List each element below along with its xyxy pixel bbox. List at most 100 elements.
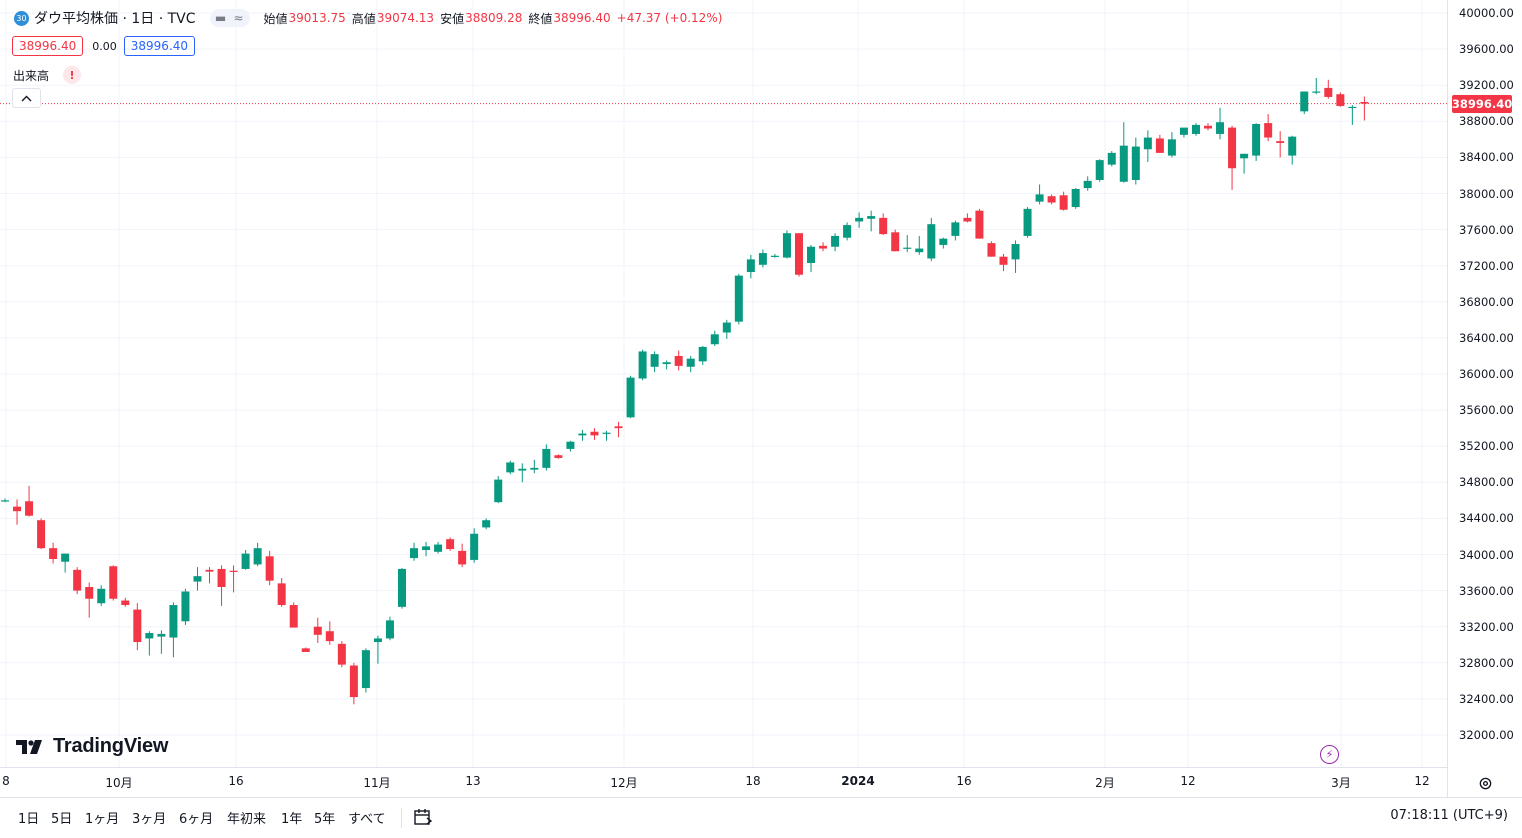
candle[interactable]: [903, 235, 912, 253]
candle[interactable]: [397, 568, 406, 609]
warning-icon[interactable]: !: [63, 66, 82, 84]
candle[interactable]: [193, 567, 202, 591]
candle[interactable]: [458, 543, 467, 568]
candle[interactable]: [915, 235, 924, 255]
candle[interactable]: [807, 244, 816, 273]
candle[interactable]: [662, 360, 671, 370]
symbol-title[interactable]: ダウ平均株価 · 1日 · TVC: [34, 11, 196, 27]
candle[interactable]: [1252, 123, 1261, 162]
candle[interactable]: [722, 319, 731, 339]
candle[interactable]: [782, 230, 791, 259]
candle[interactable]: [1119, 122, 1128, 183]
candle[interactable]: [25, 485, 34, 517]
buy-button[interactable]: 38996.40: [123, 36, 196, 56]
candle[interactable]: [181, 588, 190, 625]
candle[interactable]: [434, 541, 443, 554]
candle[interactable]: [1035, 184, 1044, 205]
candle[interactable]: [1011, 240, 1020, 273]
candle[interactable]: [879, 213, 888, 236]
candle[interactable]: [217, 565, 226, 606]
candle[interactable]: [843, 222, 852, 241]
candle[interactable]: [602, 430, 611, 441]
candle[interactable]: [891, 229, 900, 252]
candle[interactable]: [49, 542, 58, 564]
candle[interactable]: [566, 440, 575, 452]
candle[interactable]: [542, 444, 551, 471]
timeframe-button[interactable]: 1年: [281, 812, 303, 827]
candle[interactable]: [1131, 137, 1140, 185]
candle[interactable]: [1, 498, 9, 503]
candle[interactable]: [229, 565, 238, 593]
candle[interactable]: [241, 549, 250, 570]
candle[interactable]: [133, 603, 142, 651]
candle[interactable]: [626, 375, 635, 419]
candle[interactable]: [770, 253, 779, 258]
timeframe-button[interactable]: 年初来: [227, 812, 267, 827]
candle[interactable]: [1240, 153, 1249, 174]
candle[interactable]: [1216, 107, 1225, 140]
candle[interactable]: [927, 217, 936, 262]
candle[interactable]: [698, 346, 707, 365]
candle[interactable]: [987, 241, 996, 257]
chart-style-pill[interactable]: ▬ ≈: [209, 9, 250, 27]
candle[interactable]: [422, 541, 431, 557]
candle[interactable]: [61, 553, 70, 573]
candle[interactable]: [530, 459, 539, 474]
candle[interactable]: [482, 518, 491, 530]
candle[interactable]: [73, 567, 82, 595]
candle[interactable]: [1312, 77, 1321, 95]
timeframe-button[interactable]: 1日: [18, 812, 40, 827]
candle[interactable]: [289, 602, 298, 628]
candle[interactable]: [470, 528, 479, 563]
candle[interactable]: [855, 212, 864, 228]
candle[interactable]: [1288, 135, 1297, 165]
candle[interactable]: [1023, 207, 1032, 238]
candle[interactable]: [1047, 194, 1056, 205]
minus-icon[interactable]: ▬: [214, 11, 227, 25]
candle[interactable]: [638, 349, 647, 381]
timeframe-button[interactable]: 5年: [314, 812, 336, 827]
candle[interactable]: [385, 616, 394, 641]
price-chart[interactable]: [0, 0, 1522, 797]
candle[interactable]: [109, 565, 118, 601]
candle[interactable]: [939, 237, 948, 249]
timeframe-button[interactable]: 3ヶ月: [132, 812, 167, 827]
candle[interactable]: [1204, 123, 1212, 131]
candle[interactable]: [313, 617, 322, 643]
candle[interactable]: [746, 254, 755, 279]
timeframe-button[interactable]: すべて: [348, 812, 386, 827]
candle[interactable]: [758, 249, 767, 268]
candle[interactable]: [951, 220, 960, 241]
candle[interactable]: [590, 428, 599, 440]
sell-button[interactable]: 38996.40: [12, 36, 84, 56]
clock-timezone[interactable]: 07:18:11 (UTC+9): [1390, 808, 1508, 823]
candle[interactable]: [157, 630, 166, 654]
candle[interactable]: [1095, 159, 1104, 182]
candle[interactable]: [794, 233, 803, 277]
candle[interactable]: [265, 550, 274, 586]
calendar-goto-icon[interactable]: [413, 807, 433, 827]
candle[interactable]: [686, 355, 695, 373]
settings-gear-icon[interactable]: [1477, 775, 1494, 792]
candle[interactable]: [867, 210, 876, 232]
candle[interactable]: [325, 621, 334, 645]
candle[interactable]: [975, 208, 984, 239]
candle[interactable]: [1228, 125, 1237, 190]
candle[interactable]: [145, 631, 154, 656]
candle[interactable]: [410, 542, 419, 561]
wave-icon[interactable]: ≈: [233, 11, 244, 25]
candle[interactable]: [518, 463, 527, 483]
candle[interactable]: [578, 429, 587, 441]
candle[interactable]: [169, 602, 178, 658]
candle[interactable]: [1300, 91, 1309, 115]
candle[interactable]: [446, 537, 455, 551]
candle[interactable]: [710, 330, 719, 347]
candle[interactable]: [1059, 191, 1068, 211]
candle[interactable]: [97, 585, 106, 606]
candle[interactable]: [349, 662, 358, 705]
candle[interactable]: [121, 597, 130, 607]
candle[interactable]: [1083, 176, 1092, 191]
volume-label[interactable]: 出来高: [13, 68, 50, 83]
candle[interactable]: [999, 253, 1008, 272]
